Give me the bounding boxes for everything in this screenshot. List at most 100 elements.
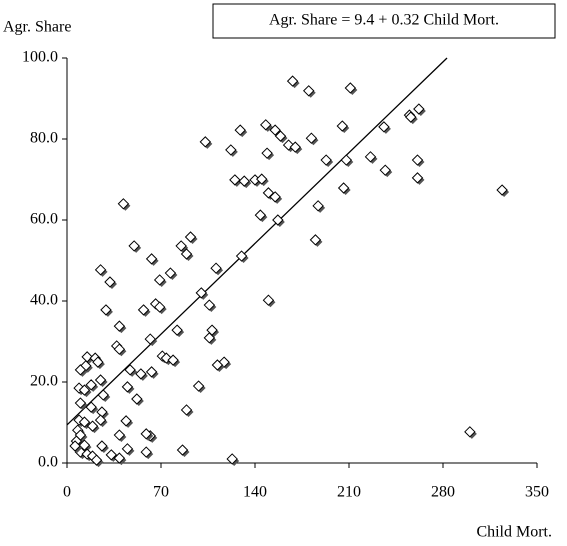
point bbox=[413, 103, 425, 115]
point bbox=[305, 132, 318, 144]
point bbox=[262, 294, 275, 306]
point bbox=[336, 120, 348, 132]
point bbox=[337, 182, 350, 194]
point bbox=[175, 240, 187, 252]
point bbox=[269, 191, 281, 203]
point bbox=[274, 130, 287, 142]
point bbox=[145, 253, 158, 265]
point bbox=[235, 250, 248, 262]
x-tick-label: 280 bbox=[431, 484, 455, 501]
point bbox=[261, 147, 273, 159]
point bbox=[167, 354, 179, 366]
y-tick-label: 40.0 bbox=[30, 292, 58, 309]
point bbox=[74, 397, 87, 409]
point bbox=[496, 184, 508, 196]
x-tick-label: 0 bbox=[63, 484, 71, 501]
point bbox=[78, 416, 91, 428]
point bbox=[192, 380, 205, 392]
point bbox=[411, 172, 424, 184]
point bbox=[195, 287, 207, 299]
point bbox=[113, 429, 126, 441]
point bbox=[464, 426, 476, 438]
point bbox=[96, 440, 108, 452]
point bbox=[74, 364, 87, 376]
point bbox=[211, 359, 224, 371]
point bbox=[229, 174, 241, 186]
point bbox=[128, 240, 140, 252]
point bbox=[199, 136, 212, 148]
point bbox=[97, 389, 109, 401]
point bbox=[100, 304, 112, 316]
point bbox=[153, 301, 166, 313]
y-tick-label: 20.0 bbox=[30, 373, 58, 390]
annotation: Agr. Share = 9.4 + 0.32 Child Mort. bbox=[269, 12, 499, 29]
point bbox=[121, 443, 134, 455]
point bbox=[226, 453, 238, 465]
point bbox=[145, 366, 158, 378]
point bbox=[144, 333, 156, 345]
point bbox=[289, 141, 301, 153]
point bbox=[234, 124, 246, 136]
point bbox=[86, 420, 99, 432]
point bbox=[378, 121, 390, 133]
point bbox=[69, 440, 81, 452]
point bbox=[405, 111, 417, 123]
point bbox=[124, 364, 136, 376]
y-tick-label: 60.0 bbox=[30, 211, 58, 228]
point bbox=[113, 452, 126, 464]
point bbox=[312, 200, 324, 212]
point bbox=[272, 214, 284, 226]
point bbox=[140, 446, 152, 458]
point bbox=[94, 264, 107, 276]
x-tick-label: 70 bbox=[153, 484, 169, 501]
point bbox=[238, 175, 250, 187]
y-axis-label: Agr. Share bbox=[3, 19, 71, 36]
point bbox=[117, 198, 130, 210]
point bbox=[320, 154, 332, 166]
point bbox=[225, 144, 237, 156]
trendline bbox=[66, 57, 448, 426]
point bbox=[131, 393, 143, 405]
point bbox=[309, 234, 322, 246]
point bbox=[286, 75, 299, 87]
point bbox=[203, 332, 216, 344]
point bbox=[180, 248, 193, 260]
point bbox=[176, 444, 189, 456]
point bbox=[180, 404, 193, 416]
point bbox=[104, 276, 116, 288]
point bbox=[153, 274, 166, 286]
point bbox=[121, 381, 134, 393]
point bbox=[120, 415, 132, 427]
point bbox=[344, 82, 357, 94]
point bbox=[203, 299, 216, 311]
point bbox=[184, 231, 197, 243]
point bbox=[171, 324, 183, 336]
point bbox=[85, 379, 97, 391]
point bbox=[78, 439, 91, 451]
x-axis-label: Child Mort. bbox=[476, 524, 552, 541]
point bbox=[269, 124, 281, 136]
point bbox=[113, 320, 126, 332]
point bbox=[164, 267, 177, 279]
y-tick-label: 100.0 bbox=[22, 49, 58, 66]
point bbox=[94, 374, 107, 386]
point bbox=[137, 304, 150, 316]
point bbox=[92, 356, 104, 368]
point bbox=[78, 384, 91, 396]
annotation-box bbox=[212, 3, 556, 39]
point bbox=[340, 154, 353, 166]
point bbox=[105, 449, 118, 461]
point bbox=[140, 428, 152, 440]
point bbox=[210, 262, 222, 274]
point bbox=[364, 151, 377, 163]
point bbox=[262, 187, 275, 199]
x-tick-label: 350 bbox=[525, 484, 549, 501]
y-tick-label: 80.0 bbox=[30, 130, 58, 147]
point bbox=[254, 209, 267, 221]
y-tick-label: 0.0 bbox=[38, 454, 58, 471]
point bbox=[260, 119, 272, 131]
point bbox=[303, 85, 315, 97]
x-tick-label: 140 bbox=[243, 484, 267, 501]
point bbox=[135, 368, 147, 380]
